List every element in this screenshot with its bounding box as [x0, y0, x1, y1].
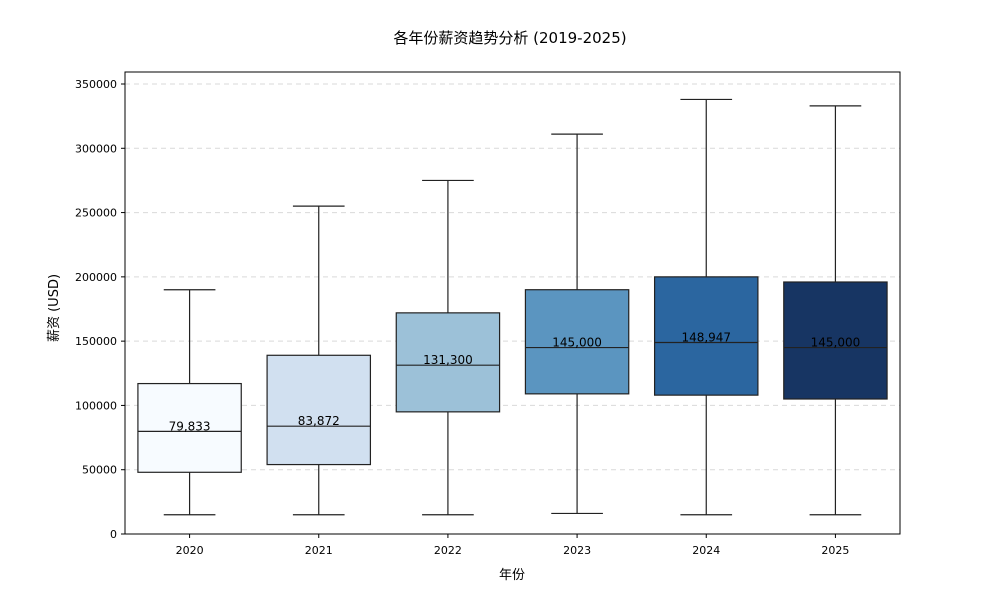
- iqr-box: [783, 281, 888, 400]
- x-tick-label: 2021: [305, 544, 333, 557]
- grid-layer: [125, 83, 900, 471]
- y-tick-label: 100000: [75, 399, 117, 412]
- x-tick-label: 2022: [434, 544, 462, 557]
- box-2023: 145,000: [524, 133, 630, 515]
- median-label: 145,000: [552, 336, 602, 350]
- iqr-box: [524, 289, 630, 395]
- boxes-layer: 79,833 83,872 131,300 145,000 148,947 145,000: [137, 98, 888, 516]
- median-label: 79,833: [169, 419, 211, 433]
- iqr-box: [266, 354, 372, 466]
- x-tick-label: 2025: [821, 544, 849, 557]
- median-label: 131,300: [423, 353, 473, 367]
- box-2024: 148,947: [653, 98, 759, 516]
- median-label: 145,000: [811, 336, 861, 350]
- median-label: 148,947: [681, 330, 731, 344]
- y-tick-label: 150000: [75, 335, 117, 348]
- y-tick-label: 0: [110, 528, 117, 541]
- chart-title: 各年份薪资趋势分析 (2019-2025): [393, 29, 626, 47]
- box-2021: 83,872: [266, 205, 372, 516]
- y-tick-label: 50000: [82, 464, 117, 477]
- axes-layer: 0 50000 100000 150000 200000 250000 300000 3500…: [75, 71, 901, 557]
- x-tick-label: 2020: [176, 544, 204, 557]
- y-tick-label: 300000: [75, 142, 117, 155]
- box-2020: 79,833: [137, 289, 242, 516]
- box-2025: 145,000: [783, 105, 888, 516]
- y-tick-label: 350000: [75, 78, 117, 91]
- iqr-box: [395, 312, 501, 413]
- x-tick-label: 2024: [692, 544, 720, 557]
- y-axis-title: 薪资 (USD): [47, 274, 62, 342]
- iqr-box: [137, 382, 242, 473]
- x-tick-label: 2023: [563, 544, 591, 557]
- iqr-box: [653, 276, 759, 396]
- median-label: 83,872: [298, 414, 340, 428]
- x-axis-title: 年份: [499, 568, 525, 583]
- y-tick-label: 200000: [75, 271, 117, 284]
- box-2022: 131,300: [395, 179, 501, 516]
- plot-frame: [124, 71, 901, 535]
- y-tick-label: 250000: [75, 207, 117, 220]
